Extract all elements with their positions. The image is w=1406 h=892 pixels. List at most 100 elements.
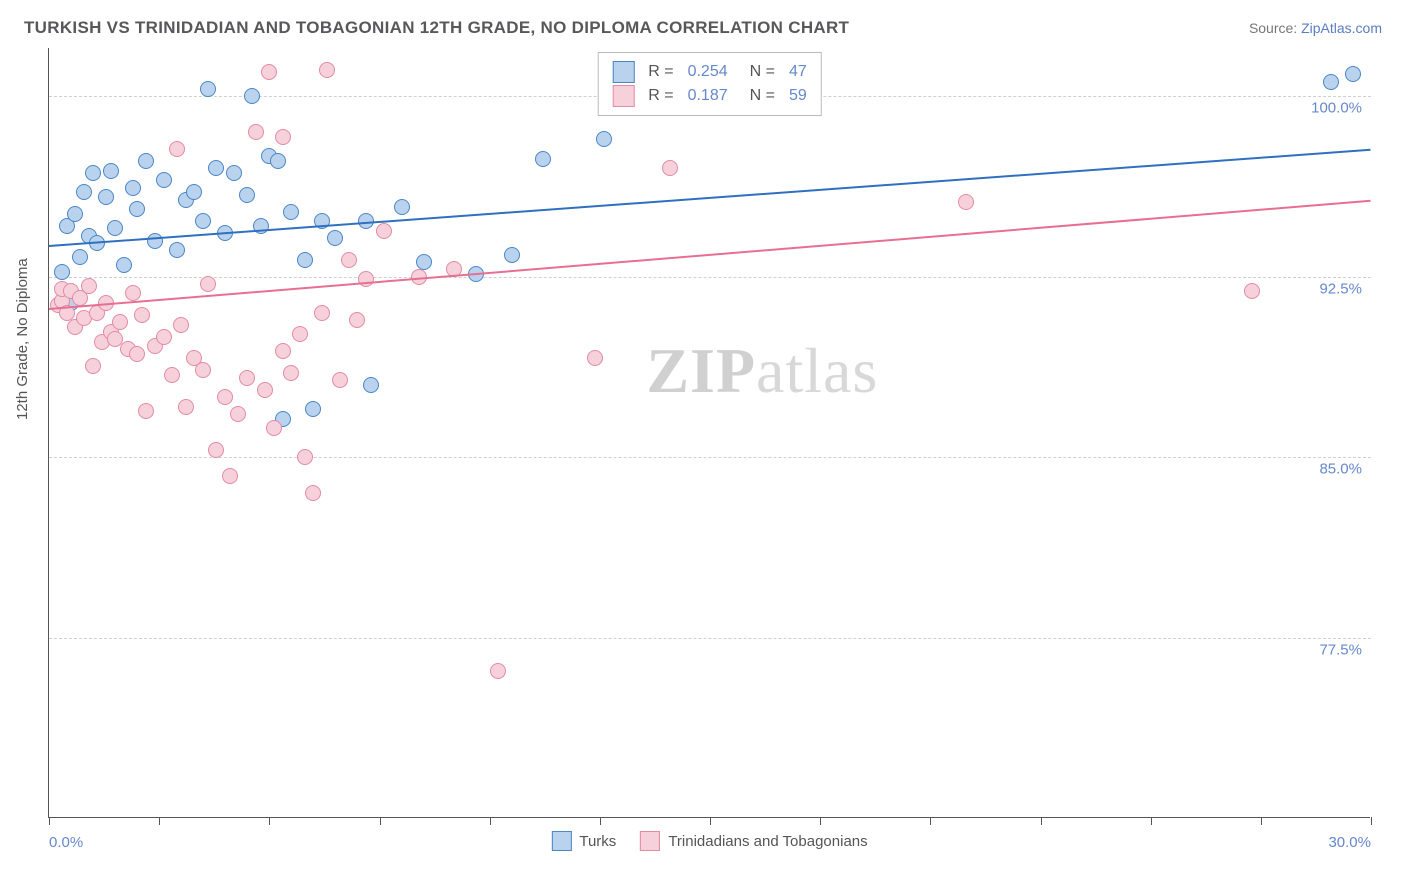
data-point (1244, 283, 1260, 299)
x-tick (159, 817, 160, 825)
y-axis-label: 12th Grade, No Diploma (14, 258, 31, 420)
source-link[interactable]: ZipAtlas.com (1301, 20, 1382, 36)
data-point (186, 184, 202, 200)
data-point (81, 278, 97, 294)
data-point (156, 329, 172, 345)
legend-swatch (612, 85, 634, 107)
data-point (490, 663, 506, 679)
data-point (107, 220, 123, 236)
data-point (587, 350, 603, 366)
data-point (239, 370, 255, 386)
y-tick-label: 77.5% (1319, 641, 1362, 658)
y-tick-label: 85.0% (1319, 461, 1362, 478)
legend: Turks Trinidadians and Tobagonians (551, 831, 867, 851)
data-point (292, 326, 308, 342)
data-point (314, 305, 330, 321)
data-point (200, 276, 216, 292)
data-point (147, 233, 163, 249)
data-point (257, 382, 273, 398)
data-point (244, 88, 260, 104)
data-point (76, 184, 92, 200)
data-point (504, 247, 520, 263)
x-tick (600, 817, 601, 825)
data-point (596, 131, 612, 147)
data-point (125, 180, 141, 196)
data-point (125, 285, 141, 301)
data-point (283, 365, 299, 381)
data-point (208, 160, 224, 176)
data-point (958, 194, 974, 210)
gridline (49, 277, 1371, 278)
data-point (535, 151, 551, 167)
data-point (169, 242, 185, 258)
gridline (49, 457, 1371, 458)
data-point (129, 201, 145, 217)
x-tick (269, 817, 270, 825)
data-point (54, 264, 70, 280)
data-point (98, 189, 114, 205)
x-tick (1041, 817, 1042, 825)
stats-row: R =0.254N =47 (612, 61, 807, 83)
source-text: Source: ZipAtlas.com (1249, 20, 1382, 36)
data-point (376, 223, 392, 239)
x-tick (820, 817, 821, 825)
data-point (217, 389, 233, 405)
data-point (200, 81, 216, 97)
data-point (266, 420, 282, 436)
data-point (112, 314, 128, 330)
x-tick (380, 817, 381, 825)
data-point (116, 257, 132, 273)
data-point (349, 312, 365, 328)
data-point (67, 206, 83, 222)
data-point (363, 377, 379, 393)
data-point (195, 213, 211, 229)
data-point (129, 346, 145, 362)
data-point (195, 362, 211, 378)
data-point (72, 249, 88, 265)
data-point (169, 141, 185, 157)
x-tick-label: 30.0% (1328, 834, 1371, 851)
data-point (138, 153, 154, 169)
data-point (208, 442, 224, 458)
data-point (178, 399, 194, 415)
x-tick (710, 817, 711, 825)
x-tick (1371, 817, 1372, 825)
x-tick (49, 817, 50, 825)
data-point (173, 317, 189, 333)
x-tick (1261, 817, 1262, 825)
data-point (134, 307, 150, 323)
x-tick-label: 0.0% (49, 834, 83, 851)
data-point (319, 62, 335, 78)
data-point (226, 165, 242, 181)
data-point (275, 343, 291, 359)
legend-item: Turks (551, 831, 616, 851)
data-point (1323, 74, 1339, 90)
y-tick-label: 100.0% (1311, 100, 1362, 117)
data-point (138, 403, 154, 419)
data-point (275, 129, 291, 145)
data-point (297, 449, 313, 465)
data-point (164, 367, 180, 383)
data-point (222, 468, 238, 484)
stats-box: R =0.254N =47R =0.187N =59 (597, 52, 822, 116)
x-tick (490, 817, 491, 825)
data-point (85, 165, 101, 181)
data-point (662, 160, 678, 176)
watermark: ZIPatlas (646, 334, 878, 408)
data-point (332, 372, 348, 388)
x-tick (930, 817, 931, 825)
data-point (341, 252, 357, 268)
data-point (156, 172, 172, 188)
data-point (85, 358, 101, 374)
legend-swatch (612, 61, 634, 83)
legend-item: Trinidadians and Tobagonians (640, 831, 867, 851)
data-point (239, 187, 255, 203)
trend-line (49, 200, 1371, 310)
stats-row: R =0.187N =59 (612, 85, 807, 107)
chart-title: TURKISH VS TRINIDADIAN AND TOBAGONIAN 12… (24, 18, 849, 38)
x-tick (1151, 817, 1152, 825)
data-point (103, 163, 119, 179)
data-point (305, 485, 321, 501)
data-point (358, 271, 374, 287)
legend-swatch (640, 831, 660, 851)
